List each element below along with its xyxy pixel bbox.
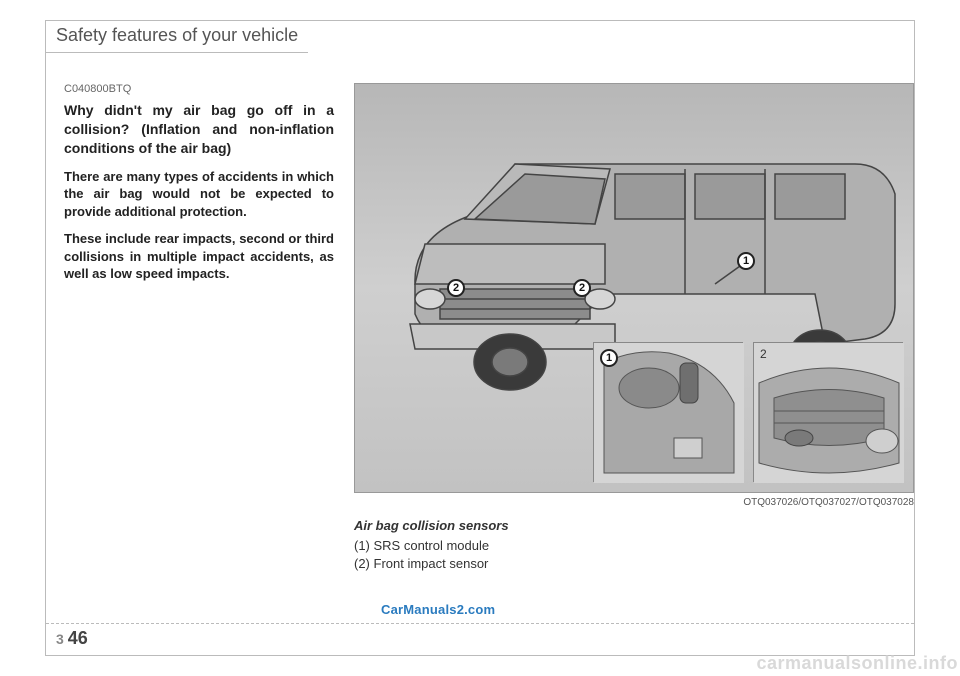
text-column: C040800BTQ Why didn't my air bag go off … — [64, 83, 334, 573]
vehicle-figure: 1 2 2 1 — [354, 83, 914, 493]
header-title: Safety features of your vehicle — [56, 25, 298, 45]
figure-id: OTQ037026/OTQ037027/OTQ037028 — [354, 497, 914, 508]
content-area: C040800BTQ Why didn't my air bag go off … — [46, 53, 914, 583]
chapter-number: 3 — [56, 631, 64, 647]
inset-1-label: 1 — [600, 349, 618, 367]
caption-block: Air bag collision sensors (1) SRS contro… — [354, 518, 914, 573]
page-number: 3 46 — [56, 628, 88, 649]
page-number-value: 46 — [68, 628, 88, 649]
section-code: C040800BTQ — [64, 83, 334, 95]
callout-2-circle-right: 2 — [573, 279, 591, 297]
footer-bar: 3 46 — [46, 623, 914, 649]
watermark-large: carmanualsonline.info — [756, 653, 958, 674]
callout-1-circle: 1 — [737, 252, 755, 270]
section-heading: Why didn't my air bag go off in a collis… — [64, 101, 334, 158]
inset-2-label: 2 — [760, 347, 767, 361]
callout-2-circle-left: 2 — [447, 279, 465, 297]
caption-title: Air bag collision sensors — [354, 518, 914, 533]
watermark-small: CarManuals2.com — [381, 602, 495, 617]
header-bar: Safety features of your vehicle — [46, 21, 308, 53]
caption-line-1: (1) SRS control module — [354, 537, 914, 555]
caption-line-2: (2) Front impact sensor — [354, 555, 914, 573]
paragraph: These include rear impacts, second or th… — [64, 230, 334, 283]
paragraph: There are many types of accidents in whi… — [64, 168, 334, 221]
inset-image-1: 1 — [593, 342, 743, 482]
figure-column: 1 2 2 1 — [354, 83, 914, 573]
inset-image-2: 2 — [753, 342, 903, 482]
page-frame: Safety features of your vehicle C040800B… — [45, 20, 915, 656]
